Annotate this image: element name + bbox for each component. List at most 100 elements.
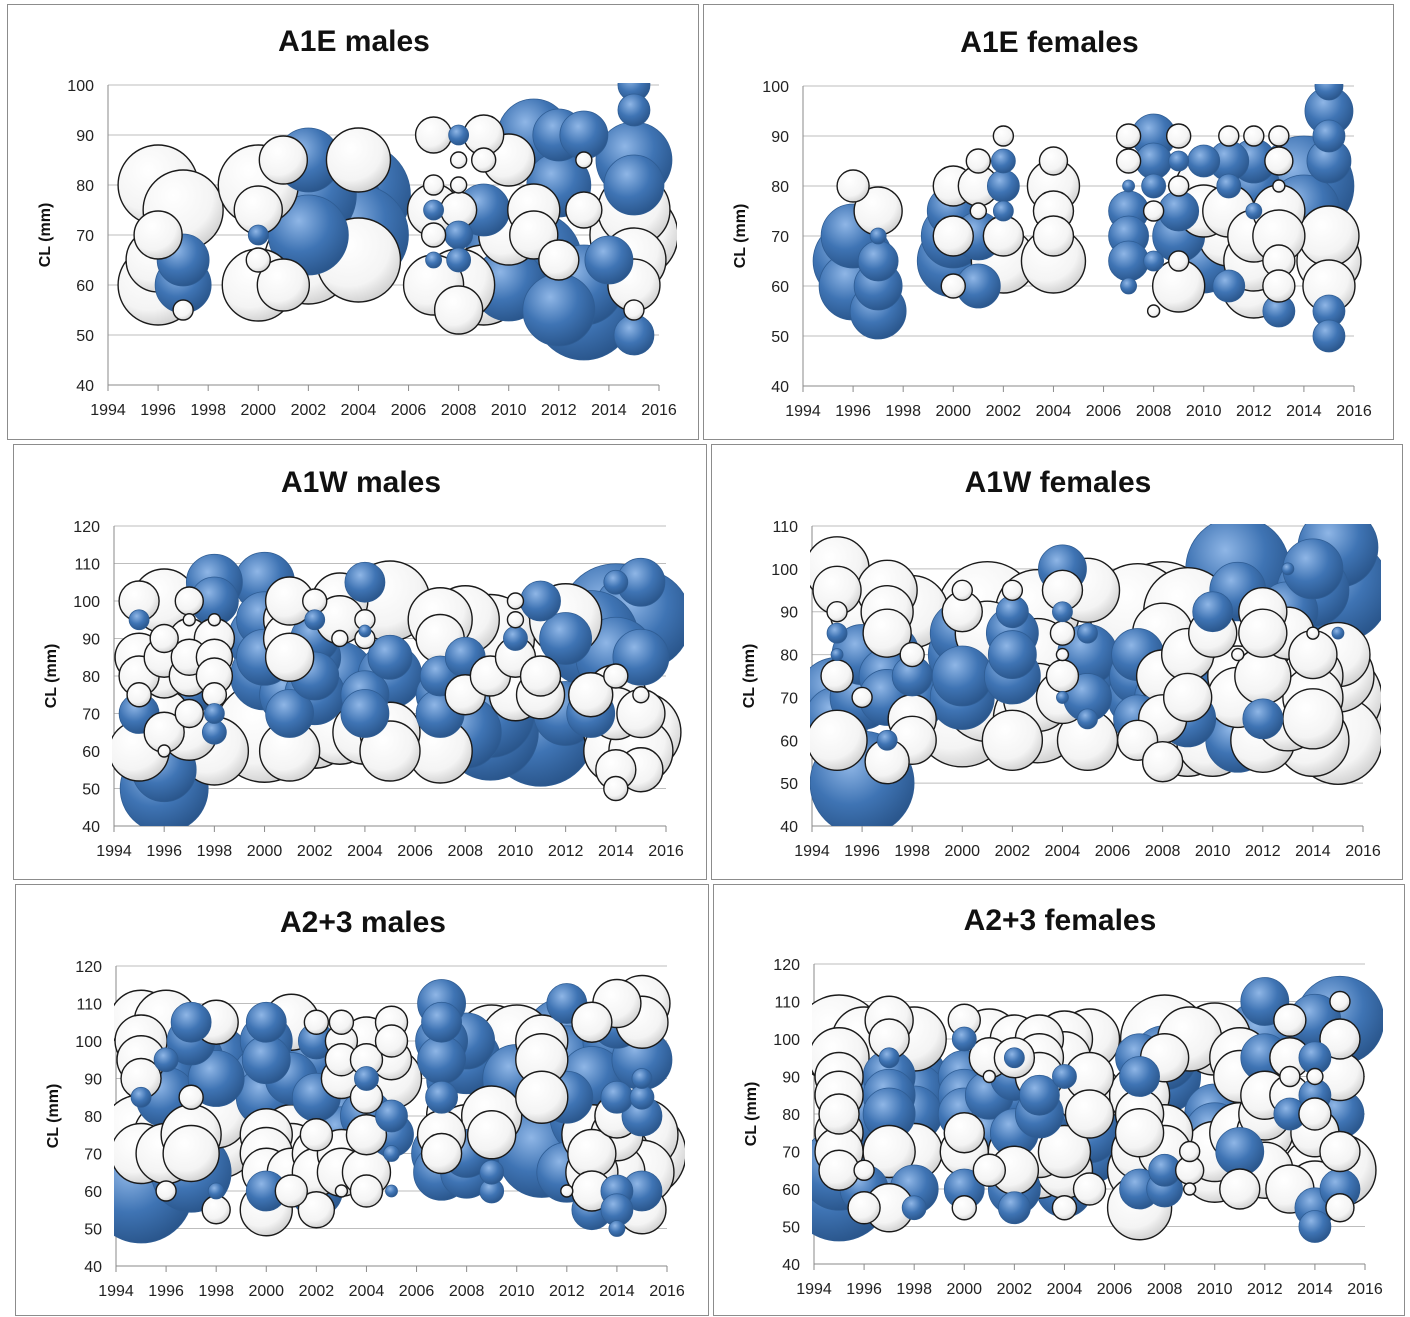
bubble-white (1268, 125, 1290, 147)
bubble-blue (1077, 622, 1098, 644)
chart-svg: A2+3 females 40 50 60 70 80 90 100 110 120 1994 199… (743, 904, 1383, 1298)
bubble-white (969, 202, 988, 220)
x-tick-label: 2012 (549, 1283, 585, 1300)
bubble-blue (425, 251, 442, 269)
bubble-blue (830, 648, 844, 661)
bubble-white (359, 720, 421, 782)
x-tick-label: 2012 (1236, 403, 1272, 420)
bubble-white (1178, 1140, 1201, 1163)
y-tick-label: 80 (782, 1107, 800, 1124)
y-tick-label: 60 (771, 279, 789, 296)
x-tick-label: 2016 (1345, 843, 1381, 860)
y-tick-label: 80 (780, 648, 798, 665)
bubble-white (325, 127, 392, 193)
bubble-blue (367, 634, 413, 680)
bubble-blue (375, 1099, 408, 1133)
bubble-white (1038, 146, 1069, 176)
x-tick-label: 2000 (240, 402, 276, 419)
bubble-white (449, 151, 468, 169)
bubble-white (538, 239, 580, 281)
bubble-layer (812, 975, 1383, 1243)
y-tick-label: 50 (780, 776, 798, 793)
x-tick-label: 2014 (1297, 1281, 1333, 1298)
bubble-blue (340, 689, 390, 738)
x-tick-label: 2000 (248, 1283, 284, 1300)
bubble-blue (344, 561, 386, 603)
bubble-white (1141, 741, 1184, 783)
x-tick-label: 2006 (391, 402, 427, 419)
bubble-white (1045, 659, 1080, 693)
bubble-blue (987, 630, 1037, 679)
y-tick-label: 70 (771, 229, 789, 246)
bubble-white (982, 1069, 997, 1084)
bubble-white (853, 1159, 875, 1181)
x-tick-label: 1998 (896, 1281, 932, 1298)
x-tick-label: 2016 (1336, 403, 1372, 420)
bubble-white (818, 1093, 860, 1135)
x-tick-label: 2002 (297, 843, 333, 860)
y-tick-label: 40 (84, 1259, 102, 1276)
bubble-blue (826, 622, 848, 644)
y-tick-label: 50 (76, 328, 94, 345)
y-tick-label: 100 (762, 79, 789, 96)
y-tick-label: 80 (76, 178, 94, 195)
bubble-white (1243, 125, 1265, 147)
x-tick-label: 2016 (649, 1283, 685, 1300)
x-tick-label: 2010 (491, 402, 527, 419)
y-tick-label: 80 (771, 179, 789, 196)
bubble-white (992, 125, 1015, 147)
bubble-white (449, 176, 468, 194)
x-tick-label: 2006 (1095, 843, 1131, 860)
x-tick-label: 1996 (835, 403, 871, 420)
y-tick-label: 70 (82, 707, 100, 724)
bubble-white (155, 1180, 177, 1202)
bubble-blue (876, 729, 898, 751)
y-tick-label: 40 (76, 378, 94, 395)
x-tick-label: 2014 (1286, 403, 1322, 420)
bubble-blue (600, 1080, 634, 1114)
bubble-white (1032, 215, 1075, 257)
bubble-blue (245, 1001, 287, 1043)
bubble-blue (857, 240, 899, 282)
bubble-layer (812, 84, 1362, 353)
chart-panel-a1e-females: A1E females 40 50 60 70 80 90 100 1994 1996 1998 20… (703, 4, 1394, 440)
x-tick-label: 1996 (844, 843, 880, 860)
bubble-white (820, 659, 854, 693)
y-tick-label: 90 (771, 129, 789, 146)
bubble-white (274, 1174, 309, 1208)
x-tick-label: 2014 (1295, 843, 1331, 860)
bubble-blue (603, 569, 629, 595)
x-tick-label: 2014 (599, 1283, 635, 1300)
y-tick-label: 100 (771, 562, 798, 579)
y-tick-label: 110 (774, 995, 800, 1012)
x-tick-label: 1994 (98, 1283, 134, 1300)
y-axis-label: CL (mm) (45, 1084, 62, 1149)
x-tick-label: 2008 (1136, 403, 1172, 420)
bubble-white (1064, 1089, 1115, 1139)
bubble-white (899, 641, 925, 668)
bubble-blue (522, 273, 596, 347)
chart-panel-a2-3-males: A2+3 males 40 50 60 70 80 90 100 110 120 1994 1996 1… (15, 884, 709, 1316)
y-tick-label: 80 (84, 1109, 102, 1126)
bubble-blue (878, 1047, 900, 1069)
bubble-white (951, 1195, 977, 1221)
bubble-white (433, 285, 484, 335)
x-tick-label: 1996 (146, 843, 182, 860)
y-tick-label: 90 (782, 1070, 800, 1087)
bubble-white (1146, 304, 1161, 318)
x-tick-label: 2004 (349, 1283, 385, 1300)
y-tick-label: 70 (84, 1147, 102, 1164)
bubble-white (565, 191, 603, 229)
bubble-white (571, 1001, 613, 1043)
y-tick-label: 90 (84, 1072, 102, 1089)
bubble-white (420, 1132, 463, 1175)
x-tick-label: 1998 (197, 843, 233, 860)
chart-svg: A1W males 40 50 60 70 80 90 100 110 120 1994 1996 19… (43, 466, 684, 860)
bubble-white (1167, 250, 1190, 272)
bubble-blue (383, 1145, 400, 1162)
bubble-white (1264, 146, 1294, 176)
bubble-white (1055, 647, 1070, 662)
bubble-layer (114, 974, 685, 1244)
bubble-white (1272, 179, 1286, 193)
bubble-white (1262, 269, 1296, 303)
